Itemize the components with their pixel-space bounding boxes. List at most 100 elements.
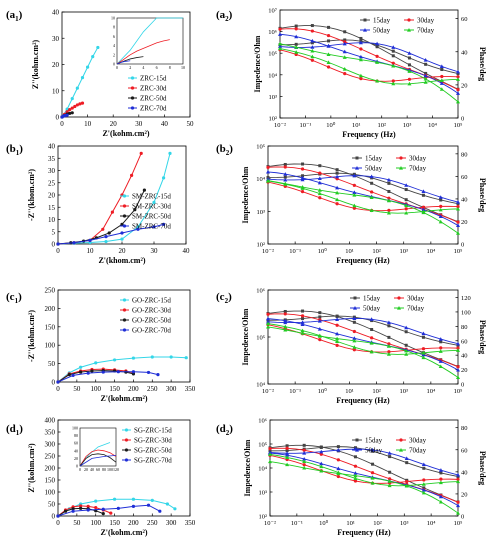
x-tick-label: 250 [147,519,158,527]
data-point [301,309,305,313]
data-point [352,173,357,178]
series-line [269,453,459,487]
x-tick-label: 100 [90,519,101,527]
inset-x-tick-label: 20 [84,467,88,472]
data-point [68,111,72,115]
x-tick-label: 100 [90,385,101,393]
x-tick-label: 0 [56,247,60,255]
legend-label: 70day [417,27,435,35]
data-point [317,333,322,338]
data-point [404,348,409,353]
data-point [440,74,444,79]
inset-y-tick-label: 0 [76,464,78,469]
inset-y-tick-label: 6 [113,34,115,39]
data-point [421,189,426,193]
data-point [335,174,340,179]
x-tick-label: 20 [110,120,118,128]
legend-label: 70day [409,447,427,455]
legend-marker [122,194,127,198]
data-point [456,365,460,369]
y2-tick-label: 40 [461,353,468,360]
inset-x-tick-label: 60 [96,467,100,472]
y-tick-label: 0 [56,114,60,122]
data-point [421,490,426,495]
data-point [101,511,105,516]
data-point [438,207,443,212]
x-tick-label: 10⁴ [426,248,436,255]
data-point [386,344,391,348]
legend-marker [124,428,129,432]
data-point [421,462,426,467]
data-point [404,325,409,330]
data-point [407,56,411,60]
data-point [94,361,98,365]
data-point [456,99,460,104]
data-point [266,165,270,169]
y2-tick-label: 80 [461,151,468,158]
x-tick-label: 10² [372,388,381,395]
inset-y-tick-label: 2 [113,52,115,57]
x-tick-label: 50 [187,120,195,128]
y-tick-label: 10 [52,87,60,95]
y2-tick-label: 0 [461,382,464,389]
x-tick-label: 150 [109,519,120,527]
data-point [370,336,374,340]
y-axis-label: -Z''(khom.cm²) [27,169,36,221]
data-point [386,198,391,203]
panel-label: (b2) [216,143,233,157]
legend-label: ZRC-30d [140,85,167,93]
data-point [86,504,90,508]
x-tick-label: 10⁰ [319,519,329,527]
inset-y-tick-label: 8 [113,25,115,30]
data-point [440,68,444,72]
data-point [283,182,288,186]
data-point [421,482,426,486]
y-tick-label: 10⁴ [256,382,266,389]
series-line [269,448,459,476]
data-point [387,181,391,185]
y2-tick-label: 60 [461,16,468,23]
data-point [285,449,289,453]
legend-marker [122,214,127,218]
legend-marker [122,328,127,332]
data-point [439,78,444,82]
y2-tick-label: 0 [461,116,464,123]
data-point [142,188,146,192]
data-point [375,41,380,46]
series-line [267,323,459,355]
data-point [278,27,282,31]
series-line [269,446,459,477]
data-point [423,76,428,81]
y-tick-label: 100 [45,342,56,350]
data-point [404,456,409,460]
data-point [358,54,363,59]
data-point [335,323,339,327]
series-line [267,326,459,378]
data-point [326,33,331,38]
series-line [267,171,459,226]
data-point [387,479,392,483]
legend-label: ZRC-15d [140,75,167,83]
data-point [359,36,363,40]
data-point [302,459,307,464]
inset-series-line [116,17,183,65]
data-point [319,445,323,449]
panel-label: (a2) [216,9,233,23]
data-point [301,317,305,321]
x-axis-label: Z'(kohm.cm²) [100,394,147,403]
data-point [404,210,409,215]
panel-a2: 10⁻² 10⁻¹ 10⁰ 10¹ 10² 10³ 10⁴ 10⁵ 10² 10³ 10⁴ 10⁵ 10… [216,8,487,140]
inset-y-tick-label: 4 [113,43,115,48]
data-point [319,468,324,473]
data-point [319,464,324,469]
data-point [317,191,322,196]
y-tick-label: 10⁴ [256,176,266,183]
data-point [404,188,408,192]
data-point [342,67,347,71]
data-point [456,511,460,515]
data-point [369,195,374,199]
x-tick-label: 10⁻¹ [291,520,303,527]
y-tick-label: 25 [48,179,56,187]
inset-x-tick-label: 100 [107,467,113,472]
inset-y-tick-label: 60 [74,441,78,446]
